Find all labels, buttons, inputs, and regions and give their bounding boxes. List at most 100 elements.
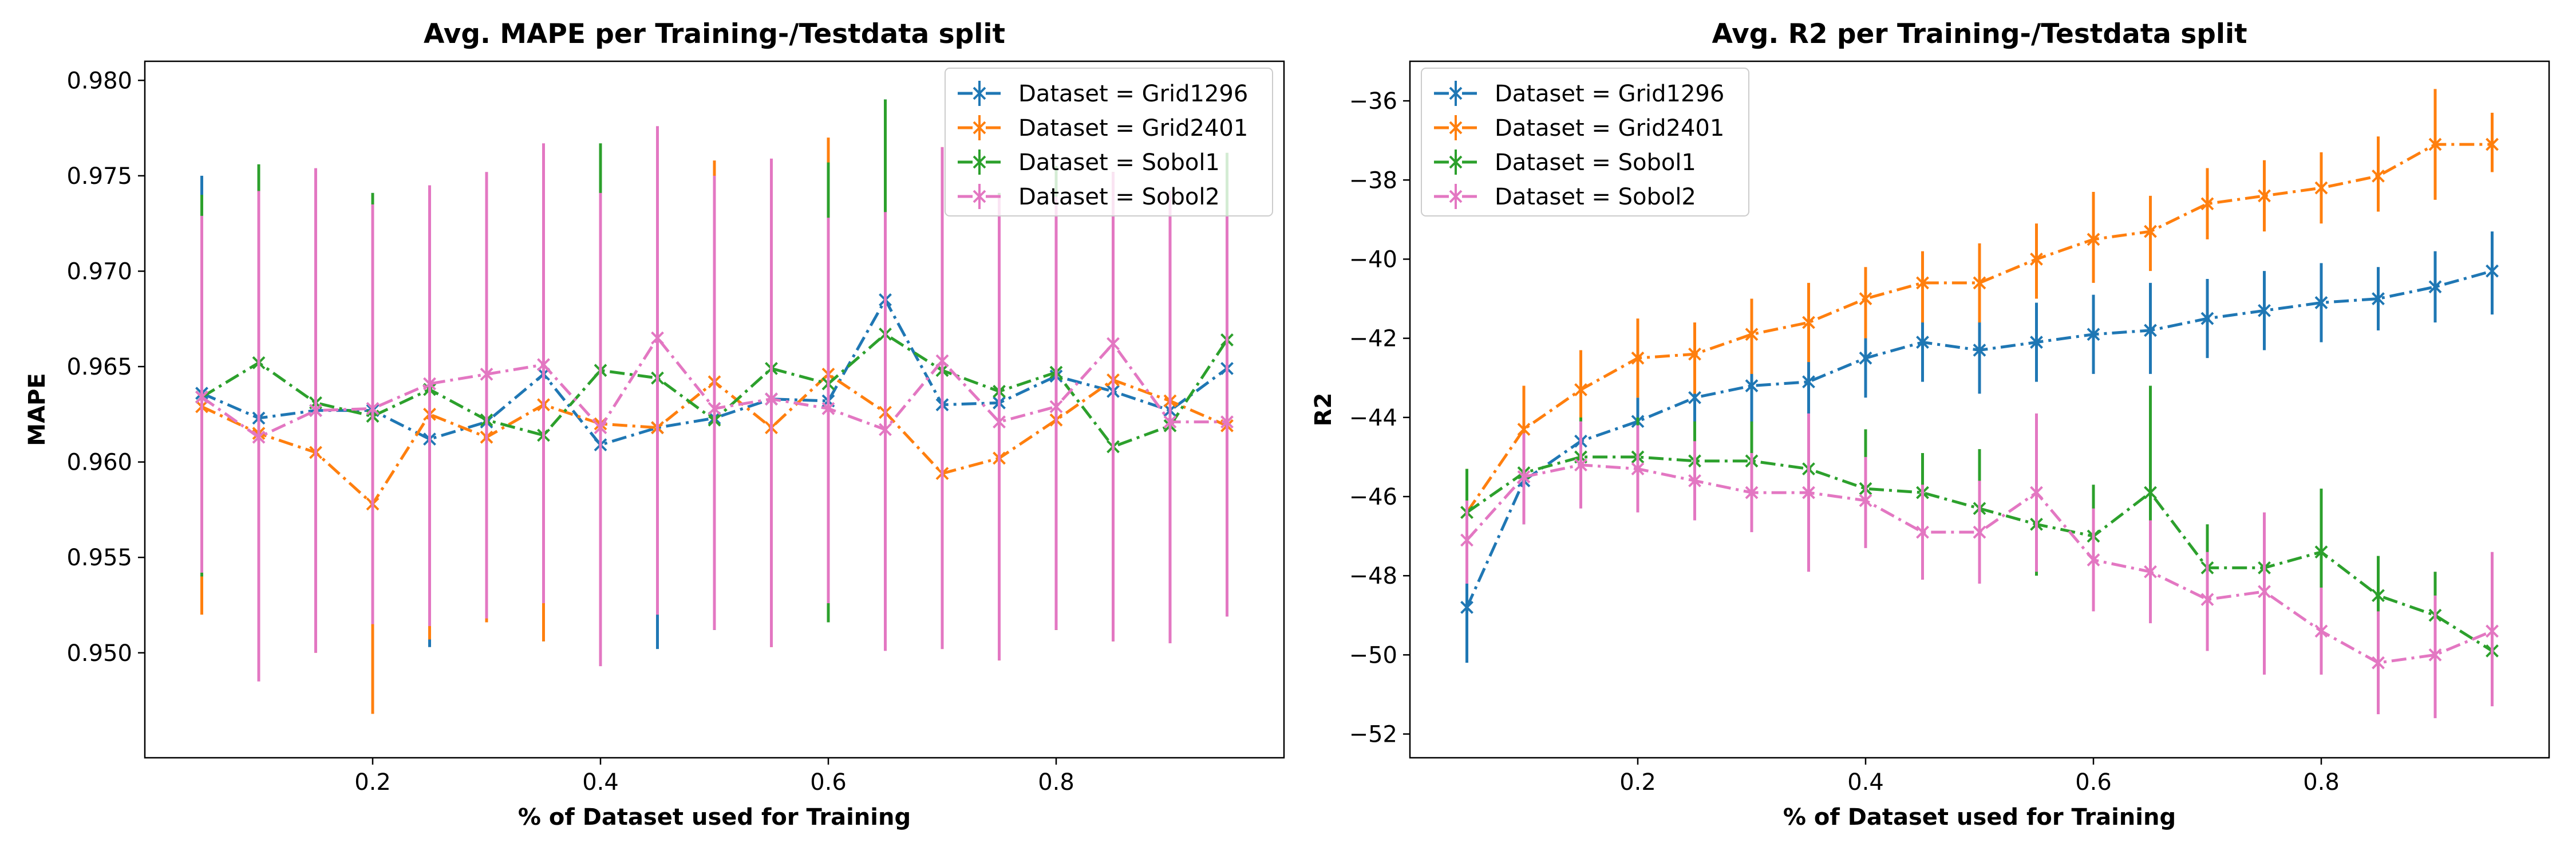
plot-area-frame <box>1409 60 2550 759</box>
mape-chart-panel: Avg. MAPE per Training-/Testdata split 0.… <box>24 18 1285 830</box>
data-point-marker <box>1973 525 1986 539</box>
data-point-marker <box>2200 197 2214 211</box>
data-point-marker <box>2200 593 2214 607</box>
y-tick-label: −36 <box>1349 88 1397 115</box>
chart-title: Avg. R2 per Training-/Testdata split <box>1712 18 2247 50</box>
data-point-marker <box>1859 494 1872 507</box>
data-point-marker <box>1517 423 1531 436</box>
data-point-marker <box>594 421 607 435</box>
y-tick-label: −46 <box>1349 484 1397 510</box>
x-tick-label: 0.8 <box>2303 769 2340 796</box>
data-point-marker <box>2030 336 2043 349</box>
legend-label: Dataset = Sobol1 <box>1018 149 1220 176</box>
data-point-marker <box>1163 415 1177 429</box>
legend-marker <box>973 121 986 135</box>
series-3 <box>195 126 1234 682</box>
legend: Dataset = Grid1296 Dataset = Grid2401 Data… <box>945 68 1273 217</box>
data-point-marker <box>423 377 436 391</box>
data-point-marker <box>2030 253 2043 266</box>
data-point-marker <box>765 392 778 406</box>
data-point-marker <box>195 390 208 404</box>
legend-label: Dataset = Grid1296 <box>1018 81 1248 107</box>
data-point-marker <box>1916 336 1929 349</box>
y-tick-label: 0.980 <box>66 68 132 94</box>
data-point-marker <box>2144 486 2157 499</box>
legend-marker <box>1449 86 1463 100</box>
legend-item: Dataset = Sobol1 <box>1434 149 1696 176</box>
data-point-marker <box>1745 486 1759 499</box>
legend-item: Dataset = Sobol1 <box>958 149 1220 176</box>
legend-item: Dataset = Grid2401 <box>958 115 1248 141</box>
data-point-marker <box>2486 264 2499 278</box>
data-point-marker <box>1688 391 1701 404</box>
legend-item: Dataset = Sobol2 <box>958 184 1220 210</box>
legend-marker <box>1449 190 1463 203</box>
data-point-marker <box>2258 304 2271 317</box>
plot-area-frame <box>144 60 1285 759</box>
data-point-marker <box>2372 589 2385 603</box>
data-point-marker <box>2314 296 2328 309</box>
data-point-marker <box>1688 347 1701 361</box>
data-point-marker <box>2486 137 2499 151</box>
data-point-marker <box>252 430 266 444</box>
data-point-marker <box>2087 233 2100 246</box>
data-point-marker <box>1107 337 1120 351</box>
data-point-marker <box>2258 189 2271 203</box>
legend-item: Dataset = Sobol2 <box>1434 184 1696 210</box>
data-point-marker <box>2087 328 2100 341</box>
y-tick-label: −42 <box>1349 326 1397 352</box>
data-point-marker <box>1802 486 1815 499</box>
legend-label: Dataset = Sobol1 <box>1495 149 1696 176</box>
data-point-marker <box>1973 276 1986 290</box>
data-point-marker <box>2372 292 2385 305</box>
legend-label: Dataset = Sobol2 <box>1495 184 1696 210</box>
data-point-marker <box>2372 169 2385 183</box>
data-point-marker <box>309 404 322 418</box>
data-point-marker <box>1859 351 1872 365</box>
data-point-marker <box>2144 565 2157 578</box>
x-tick-label: 0.2 <box>1619 769 1656 796</box>
legend-marker <box>973 86 986 100</box>
data-point-marker <box>1916 276 1929 290</box>
data-point-marker <box>1802 316 1815 329</box>
y-tick-label: 0.970 <box>66 258 132 285</box>
x-tick-label: 0.6 <box>2075 769 2112 796</box>
data-point-marker <box>2258 585 2271 599</box>
data-point-marker <box>480 367 493 381</box>
chart-title: Avg. MAPE per Training-/Testdata split <box>424 18 1005 50</box>
y-tick-label: 0.960 <box>66 450 132 476</box>
data-point-marker <box>1745 328 1759 341</box>
x-tick-label: 0.2 <box>354 769 391 796</box>
legend-marker <box>1449 121 1463 135</box>
legend-marker <box>973 190 986 203</box>
data-point-marker <box>1517 470 1531 483</box>
data-point-marker <box>2372 656 2385 670</box>
legend-marker <box>973 155 986 169</box>
data-point-marker <box>1688 474 1701 487</box>
data-point-marker <box>708 402 721 415</box>
data-point-marker <box>935 354 949 368</box>
x-tick-label: 0.4 <box>1847 769 1884 796</box>
y-tick-label: −38 <box>1349 167 1397 194</box>
y-tick-label: −52 <box>1349 722 1397 748</box>
x-axis-label: % of Dataset used for Training <box>1783 804 2176 830</box>
x-axis-label: % of Dataset used for Training <box>518 804 911 830</box>
legend-item: Dataset = Grid1296 <box>1434 81 1724 107</box>
legend-marker <box>1449 155 1463 169</box>
data-point-marker <box>1460 601 1473 614</box>
y-axis-label: MAPE <box>24 373 50 446</box>
y-tick-label: 0.950 <box>66 640 132 667</box>
data-point-marker <box>651 331 664 345</box>
data-point-marker <box>537 358 550 372</box>
data-point-marker <box>2428 137 2442 151</box>
data-point-marker <box>1631 351 1645 365</box>
data-point-marker <box>1460 533 1473 547</box>
y-tick-label: −48 <box>1349 563 1397 589</box>
y-tick-label: −50 <box>1349 642 1397 668</box>
data-point-marker <box>2144 225 2157 238</box>
data-point-marker <box>1631 462 1645 476</box>
legend-frame <box>945 68 1273 217</box>
data-point-marker <box>1574 458 1587 472</box>
